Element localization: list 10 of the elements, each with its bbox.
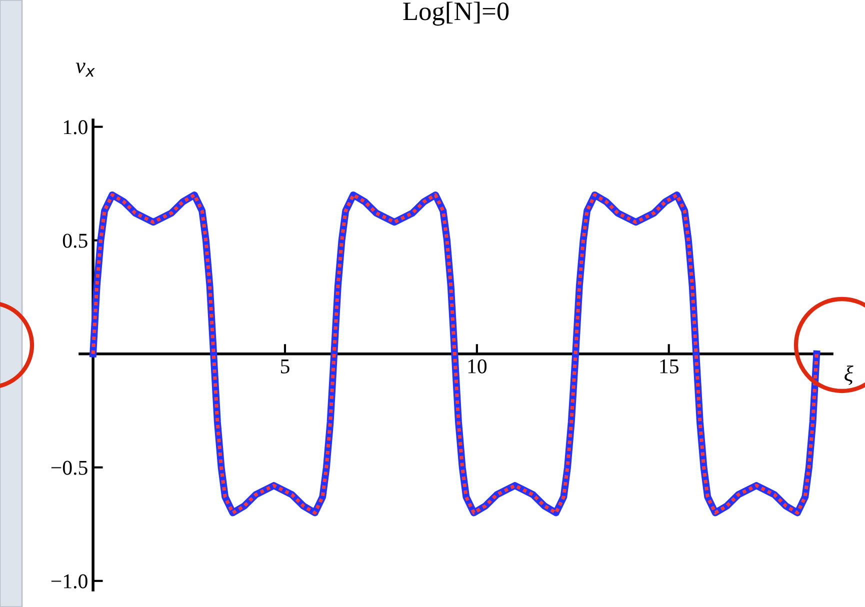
y-tick-label: −0.5 (51, 460, 88, 475)
chart-title: Log[N]=0 (403, 2, 509, 26)
y-tick-label: −1.0 (51, 574, 88, 588)
x-axis-title: ξ (844, 366, 854, 385)
x-tick-label: 15 (660, 359, 678, 374)
x-tick-label: 10 (468, 359, 487, 374)
y-tick-label: 0.5 (62, 234, 88, 248)
y-tick-label: 1.0 (64, 120, 88, 134)
y-axis-title: v$_{x}$ (76, 62, 95, 77)
x-tick-label: 5 (280, 360, 290, 374)
